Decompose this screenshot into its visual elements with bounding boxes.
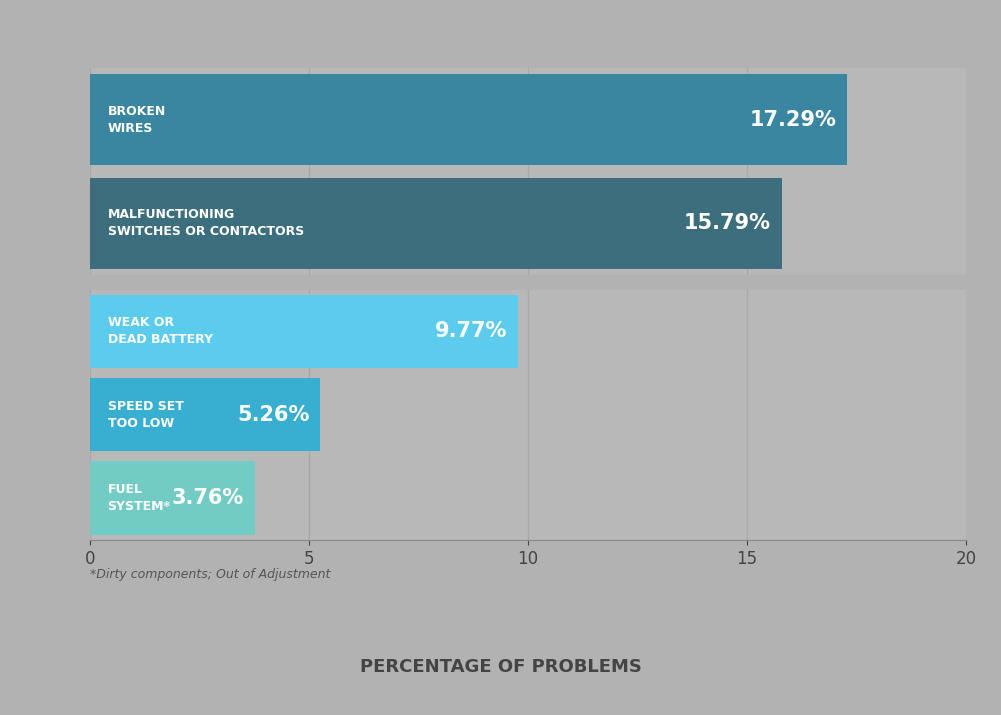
- Text: 17.29%: 17.29%: [750, 110, 836, 129]
- Text: 15.79%: 15.79%: [684, 214, 771, 233]
- Bar: [90, 178, 782, 269]
- Bar: [90, 295, 518, 368]
- Text: SPEED SET
TOO LOW: SPEED SET TOO LOW: [108, 400, 183, 430]
- Text: *Dirty components; Out of Adjustment: *Dirty components; Out of Adjustment: [90, 568, 330, 581]
- Text: BROKEN
WIRES: BROKEN WIRES: [108, 105, 166, 134]
- Text: 5.26%: 5.26%: [237, 405, 309, 425]
- Text: FUEL
SYSTEM*: FUEL SYSTEM*: [108, 483, 170, 513]
- Bar: [90, 378, 320, 451]
- Text: MALFUNCTIONING
SWITCHES OR CONTACTORS: MALFUNCTIONING SWITCHES OR CONTACTORS: [108, 209, 304, 238]
- Text: PERCENTAGE OF PROBLEMS: PERCENTAGE OF PROBLEMS: [359, 658, 642, 676]
- Text: 3.76%: 3.76%: [171, 488, 244, 508]
- Bar: [90, 74, 847, 165]
- Bar: [90, 461, 254, 535]
- Text: WEAK OR
DEAD BATTERY: WEAK OR DEAD BATTERY: [108, 316, 213, 346]
- Text: 9.77%: 9.77%: [434, 321, 507, 341]
